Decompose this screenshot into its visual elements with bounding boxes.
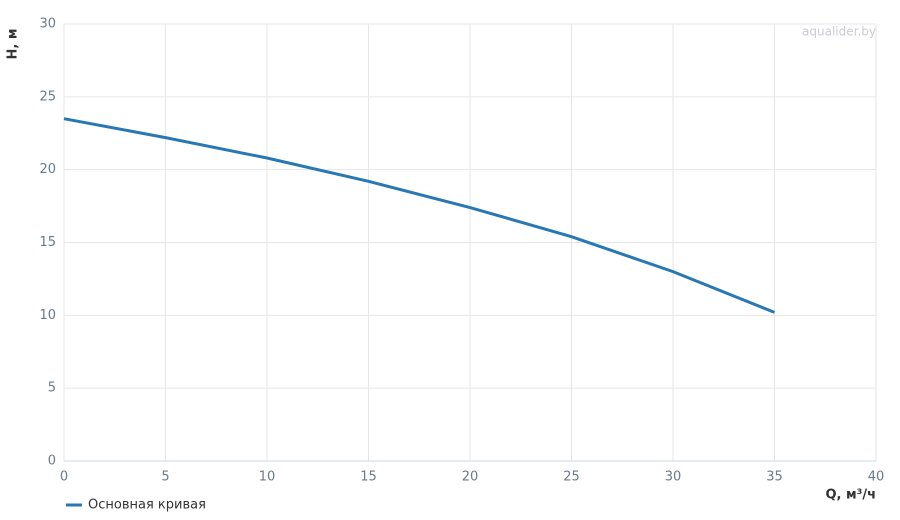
x-tick-label: 35 (766, 470, 783, 485)
y-tick-label: 30 (39, 17, 56, 32)
x-tick-label: 40 (868, 470, 885, 485)
x-tick-label: 30 (665, 470, 682, 485)
x-tick-label: 0 (60, 470, 68, 485)
y-tick-label: 0 (48, 454, 56, 469)
x-tick-label: 25 (563, 470, 580, 485)
x-tick-label: 5 (161, 470, 169, 485)
y-axis-title: H, м (6, 29, 21, 60)
y-tick-label: 5 (48, 381, 56, 396)
x-axis-title: Q, м³/ч (825, 488, 876, 503)
y-tick-label: 25 (39, 89, 56, 104)
line (63, 117, 776, 314)
y-tick-label: 15 (39, 235, 56, 250)
legend-label: Основная кривая (88, 498, 206, 513)
watermark: aqualider.by (802, 25, 876, 39)
x-tick-label: 10 (259, 470, 276, 485)
y-tick-label: 20 (39, 162, 56, 177)
x-tick-label: 20 (462, 470, 479, 485)
x-tick-label: 15 (360, 470, 377, 485)
y-tick-label: 10 (39, 308, 56, 323)
